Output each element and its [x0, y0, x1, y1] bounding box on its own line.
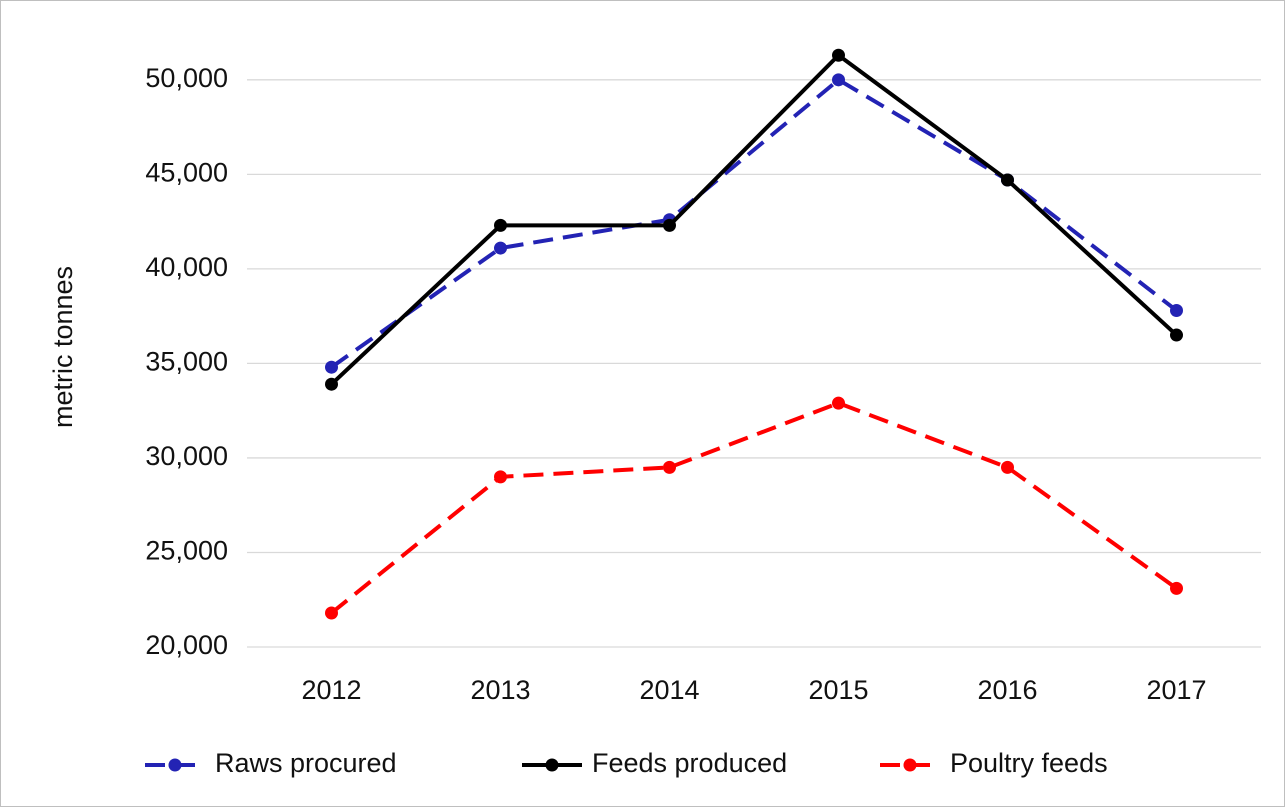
data-point: [832, 73, 845, 87]
y-tick-label: 50,000: [145, 63, 228, 93]
x-tick-label: 2017: [1146, 675, 1206, 705]
legend-item: Feeds produced: [522, 748, 787, 778]
y-axis-title: metric tonnes: [48, 266, 78, 428]
x-tick-label: 2015: [808, 675, 868, 705]
data-point: [1170, 581, 1183, 595]
data-point: [1170, 303, 1183, 317]
data-point: [325, 606, 338, 620]
data-point: [832, 396, 845, 410]
series-line: [330, 52, 1178, 386]
y-tick-label: 20,000: [145, 630, 228, 660]
legend-marker: [168, 758, 182, 772]
legend-item: Poultry feeds: [880, 748, 1108, 778]
legend-marker: [903, 758, 917, 772]
data-point: [325, 377, 338, 391]
data-point: [325, 360, 338, 374]
x-tick-label: 2012: [301, 675, 361, 705]
legend-item: Raws procured: [145, 748, 397, 778]
y-tick-label: 35,000: [145, 347, 228, 377]
data-point: [832, 48, 845, 62]
series-line: [330, 77, 1178, 369]
x-tick-label: 2016: [977, 675, 1037, 705]
series-line: [330, 400, 1178, 615]
x-tick-label: 2014: [639, 675, 699, 705]
y-tick-label: 45,000: [145, 157, 228, 187]
data-point: [1001, 460, 1014, 474]
y-tick-label: 25,000: [145, 536, 228, 566]
data-point: [1170, 328, 1183, 342]
y-tick-label: 40,000: [145, 252, 228, 282]
x-tick-label: 2013: [470, 675, 530, 705]
y-tick-label: 30,000: [145, 441, 228, 471]
legend-label: Raws procured: [215, 748, 397, 778]
legend-marker: [545, 758, 559, 772]
legend-label: Feeds produced: [592, 748, 787, 778]
data-point: [494, 470, 507, 484]
data-point: [663, 460, 676, 474]
data-point: [663, 218, 676, 232]
data-point: [1001, 173, 1014, 187]
legend-label: Poultry feeds: [950, 748, 1108, 778]
data-point: [494, 241, 507, 255]
data-point: [494, 218, 507, 232]
